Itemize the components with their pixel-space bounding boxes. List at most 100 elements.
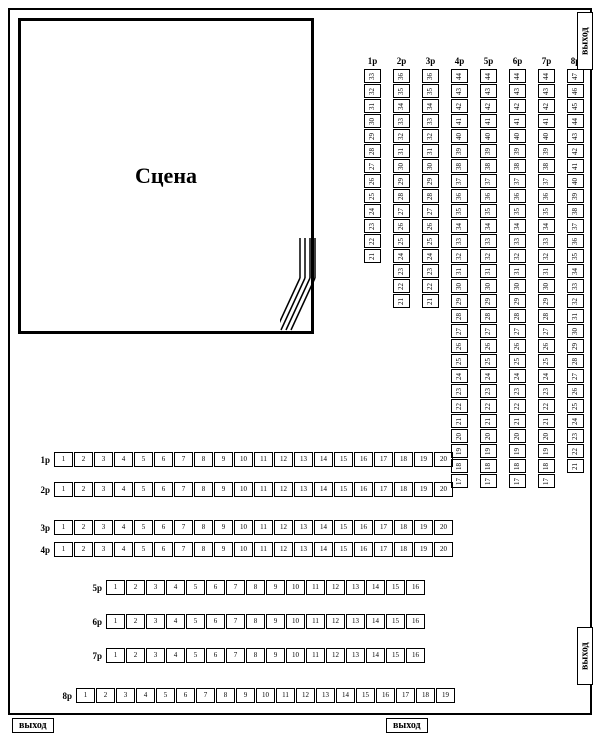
seat[interactable]: 6 <box>154 452 173 467</box>
seat[interactable]: 1 <box>54 542 73 557</box>
seat[interactable]: 23 <box>509 384 526 398</box>
seat[interactable]: 5 <box>134 520 153 535</box>
seat[interactable]: 36 <box>567 234 584 248</box>
seat[interactable]: 3 <box>146 614 165 629</box>
seat[interactable]: 22 <box>538 399 555 413</box>
seat[interactable]: 9 <box>214 520 233 535</box>
seat[interactable]: 17 <box>396 688 415 703</box>
seat[interactable]: 18 <box>394 520 413 535</box>
seat[interactable]: 11 <box>254 482 273 497</box>
seat[interactable]: 2 <box>96 688 115 703</box>
seat[interactable]: 10 <box>234 520 253 535</box>
seat[interactable]: 35 <box>422 84 439 98</box>
seat[interactable]: 40 <box>480 129 497 143</box>
seat[interactable]: 36 <box>480 189 497 203</box>
seat[interactable]: 21 <box>538 414 555 428</box>
seat[interactable]: 13 <box>346 614 365 629</box>
seat[interactable]: 25 <box>480 354 497 368</box>
seat[interactable]: 19 <box>436 688 455 703</box>
seat[interactable]: 1 <box>76 688 95 703</box>
seat[interactable]: 2 <box>74 452 93 467</box>
seat[interactable]: 7 <box>174 542 193 557</box>
seat[interactable]: 35 <box>567 249 584 263</box>
seat[interactable]: 34 <box>509 219 526 233</box>
seat[interactable]: 35 <box>538 204 555 218</box>
seat[interactable]: 18 <box>416 688 435 703</box>
seat[interactable]: 3 <box>94 482 113 497</box>
seat[interactable]: 15 <box>386 580 405 595</box>
seat[interactable]: 7 <box>174 452 193 467</box>
seat[interactable]: 25 <box>509 354 526 368</box>
seat[interactable]: 34 <box>422 99 439 113</box>
seat[interactable]: 43 <box>538 84 555 98</box>
seat[interactable]: 5 <box>156 688 175 703</box>
seat[interactable]: 3 <box>146 648 165 663</box>
seat[interactable]: 19 <box>509 444 526 458</box>
seat[interactable]: 9 <box>266 614 285 629</box>
seat[interactable]: 10 <box>286 614 305 629</box>
seat[interactable]: 21 <box>567 459 584 473</box>
seat[interactable]: 24 <box>451 369 468 383</box>
seat[interactable]: 29 <box>451 294 468 308</box>
seat[interactable]: 17 <box>374 520 393 535</box>
seat[interactable]: 20 <box>434 520 453 535</box>
seat[interactable]: 12 <box>274 520 293 535</box>
seat[interactable]: 1 <box>106 614 125 629</box>
seat[interactable]: 21 <box>393 294 410 308</box>
seat[interactable]: 26 <box>538 339 555 353</box>
seat[interactable]: 15 <box>334 520 353 535</box>
seat[interactable]: 43 <box>567 129 584 143</box>
seat[interactable]: 34 <box>480 219 497 233</box>
seat[interactable]: 2 <box>74 520 93 535</box>
seat[interactable]: 31 <box>538 264 555 278</box>
seat[interactable]: 10 <box>286 648 305 663</box>
seat[interactable]: 3 <box>146 580 165 595</box>
seat[interactable]: 18 <box>538 459 555 473</box>
seat[interactable]: 40 <box>509 129 526 143</box>
seat[interactable]: 32 <box>364 84 381 98</box>
seat[interactable]: 9 <box>214 482 233 497</box>
seat[interactable]: 5 <box>186 648 205 663</box>
seat[interactable]: 15 <box>356 688 375 703</box>
seat[interactable]: 33 <box>451 234 468 248</box>
seat[interactable]: 1 <box>54 520 73 535</box>
seat[interactable]: 14 <box>314 542 333 557</box>
seat[interactable]: 16 <box>406 580 425 595</box>
seat[interactable]: 30 <box>567 324 584 338</box>
seat[interactable]: 43 <box>509 84 526 98</box>
seat[interactable]: 6 <box>154 482 173 497</box>
seat[interactable]: 29 <box>538 294 555 308</box>
seat[interactable]: 33 <box>538 234 555 248</box>
seat[interactable]: 5 <box>134 542 153 557</box>
seat[interactable]: 21 <box>422 294 439 308</box>
seat[interactable]: 23 <box>538 384 555 398</box>
seat[interactable]: 14 <box>366 580 385 595</box>
seat[interactable]: 35 <box>509 204 526 218</box>
seat[interactable]: 2 <box>74 482 93 497</box>
seat[interactable]: 25 <box>393 234 410 248</box>
seat[interactable]: 30 <box>480 279 497 293</box>
seat[interactable]: 2 <box>126 614 145 629</box>
seat[interactable]: 30 <box>451 279 468 293</box>
seat[interactable]: 16 <box>406 648 425 663</box>
seat[interactable]: 4 <box>166 648 185 663</box>
seat[interactable]: 20 <box>451 429 468 443</box>
seat[interactable]: 19 <box>480 444 497 458</box>
seat[interactable]: 26 <box>480 339 497 353</box>
seat[interactable]: 16 <box>354 520 373 535</box>
seat[interactable]: 15 <box>334 482 353 497</box>
seat[interactable]: 16 <box>354 452 373 467</box>
seat[interactable]: 21 <box>480 414 497 428</box>
seat[interactable]: 33 <box>364 69 381 83</box>
seat[interactable]: 13 <box>316 688 335 703</box>
seat[interactable]: 8 <box>216 688 235 703</box>
seat[interactable]: 29 <box>393 174 410 188</box>
seat[interactable]: 12 <box>326 648 345 663</box>
seat[interactable]: 2 <box>126 648 145 663</box>
seat[interactable]: 27 <box>422 204 439 218</box>
seat[interactable]: 19 <box>414 542 433 557</box>
seat[interactable]: 20 <box>509 429 526 443</box>
seat[interactable]: 9 <box>266 580 285 595</box>
seat[interactable]: 18 <box>394 482 413 497</box>
seat[interactable]: 29 <box>422 174 439 188</box>
